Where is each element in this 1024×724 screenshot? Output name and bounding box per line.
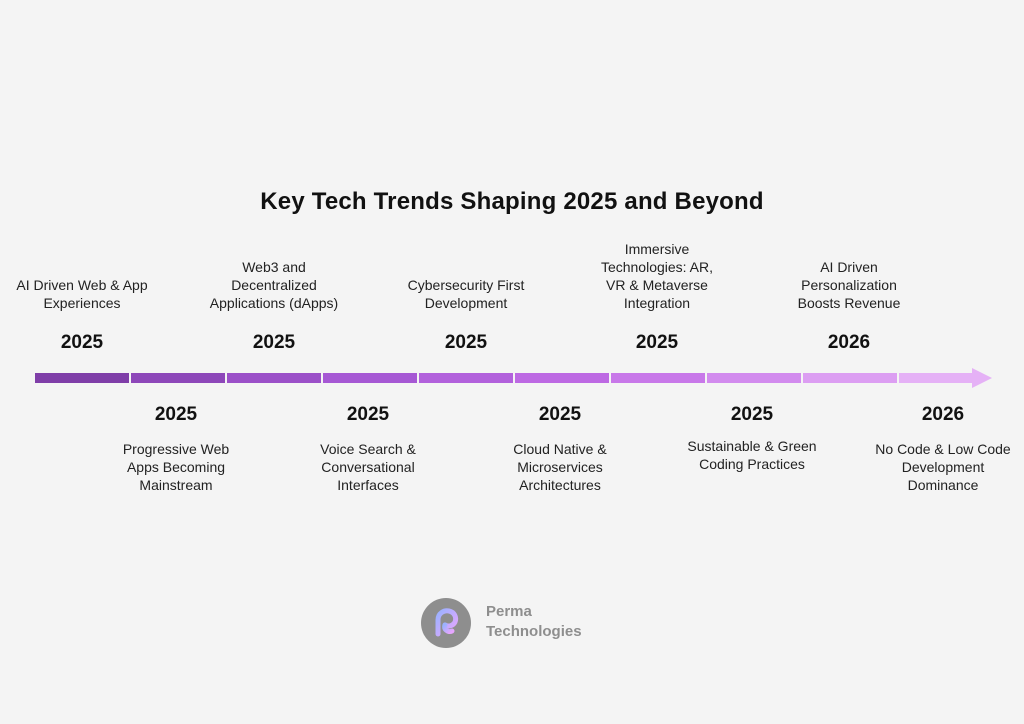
timeline-item-9: 2026 No Code & Low Code Development Domi… bbox=[868, 0, 1018, 724]
timeline-year: 2025 bbox=[444, 332, 488, 353]
timeline-label: Cybersecurity First Development bbox=[407, 277, 525, 311]
timeline-year: 2026 bbox=[921, 404, 965, 425]
timeline-segment bbox=[515, 373, 609, 383]
timeline-label: Web3 and Decentralized Applications (dAp… bbox=[209, 259, 339, 311]
timeline-year: 2025 bbox=[60, 332, 104, 353]
timeline-segment bbox=[803, 373, 897, 383]
timeline-item-7: 2025 Sustainable & Green Coding Practice… bbox=[677, 0, 827, 724]
company-name-line1: Perma bbox=[486, 603, 532, 620]
timeline-year: 2025 bbox=[538, 404, 582, 425]
timeline-segment bbox=[35, 373, 129, 383]
timeline-year: 2025 bbox=[635, 332, 679, 353]
timeline-segment bbox=[419, 373, 513, 383]
timeline-item-3: 2025 Voice Search & Conversational Inter… bbox=[293, 0, 443, 724]
timeline-item-1: 2025 Progressive Web Apps Becoming Mains… bbox=[101, 0, 251, 724]
timeline-item-6: Immersive Technologies: AR, VR & Metaver… bbox=[582, 0, 732, 724]
timeline-item-0: AI Driven Web & App Experiences 2025 bbox=[7, 0, 157, 724]
logo-mark-icon bbox=[435, 608, 459, 637]
timeline-label: Immersive Technologies: AR, VR & Metaver… bbox=[600, 241, 714, 311]
company-name-line2: Technologies bbox=[486, 623, 582, 640]
timeline-year: 2025 bbox=[730, 404, 774, 425]
timeline-year: 2025 bbox=[154, 404, 198, 425]
timeline-label: AI Driven Web & App Experiences bbox=[16, 277, 148, 311]
company-logo bbox=[421, 598, 471, 648]
timeline-segment bbox=[899, 373, 973, 383]
timeline-segment bbox=[227, 373, 321, 383]
timeline-item-5: 2025 Cloud Native & Microservices Archit… bbox=[485, 0, 635, 724]
timeline-segment bbox=[707, 373, 801, 383]
timeline-item-2: Web3 and Decentralized Applications (dAp… bbox=[199, 0, 349, 724]
timeline-year: 2025 bbox=[346, 404, 390, 425]
timeline-arrowhead bbox=[972, 368, 992, 388]
timeline-year: 2026 bbox=[827, 332, 871, 353]
diagram-title: Key Tech Trends Shaping 2025 and Beyond bbox=[260, 188, 764, 215]
timeline-segment bbox=[131, 373, 225, 383]
timeline-item-4: Cybersecurity First Development 2025 bbox=[391, 0, 541, 724]
company-name: Perma Technologies bbox=[486, 602, 582, 642]
timeline-label: No Code & Low Code Development Dominance bbox=[875, 441, 1011, 493]
timeline-segment bbox=[611, 373, 705, 383]
timeline-item-8: AI Driven Personalization Boosts Revenue… bbox=[774, 0, 924, 724]
timeline-year: 2025 bbox=[252, 332, 296, 353]
timeline-label: Progressive Web Apps Becoming Mainstream bbox=[122, 441, 230, 493]
timeline-label: AI Driven Personalization Boosts Revenue bbox=[797, 259, 901, 311]
timeline-label: Sustainable & Green Coding Practices bbox=[687, 438, 817, 472]
timeline-label: Cloud Native & Microservices Architectur… bbox=[513, 441, 607, 493]
timeline-segment bbox=[323, 373, 417, 383]
timeline-label: Voice Search & Conversational Interfaces bbox=[320, 441, 416, 493]
